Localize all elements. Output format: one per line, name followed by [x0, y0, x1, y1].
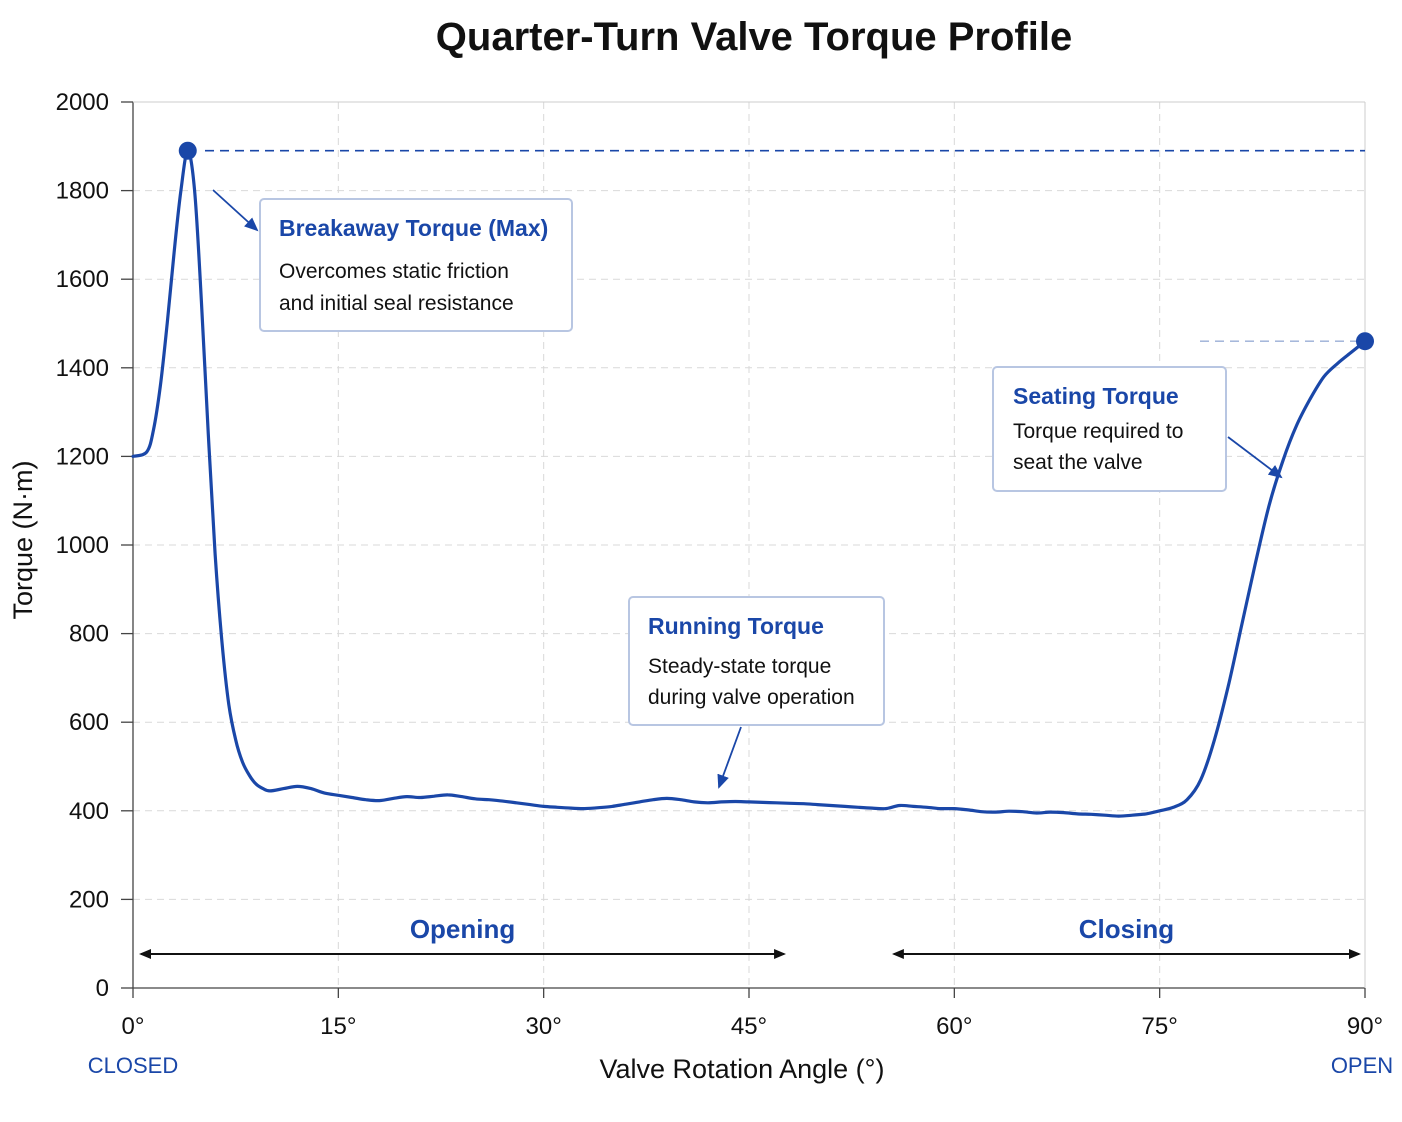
running-arrow: [717, 726, 742, 789]
y-tick-label: 600: [69, 709, 109, 736]
seating-arrow: [1227, 436, 1283, 479]
seating-line-2: seat the valve: [1013, 451, 1143, 474]
breakaway-line-1: Overcomes static friction: [279, 260, 509, 283]
breakaway-box: [259, 198, 573, 332]
y-ticks: 0 200 400 600 800 1000 1200 1400 1600 1800 2000: [56, 89, 133, 1002]
seating-box: [992, 366, 1227, 492]
seating-title: Seating Torque: [1013, 383, 1179, 409]
x-tick-label: 30°: [526, 1013, 562, 1040]
y-tick-label: 200: [69, 886, 109, 913]
y-tick-label: 400: [69, 798, 109, 825]
phase-label-opening: Opening: [410, 914, 515, 944]
x-tick-label: 0°: [122, 1013, 145, 1040]
y-tick-label: 0: [96, 975, 109, 1002]
seating-annotation: Seating Torque Torque required to seat t…: [992, 366, 1283, 492]
x-tick-label: 45°: [731, 1013, 767, 1040]
y-tick-label: 2000: [56, 89, 109, 116]
x-axis-label: Valve Rotation Angle (°): [600, 1054, 885, 1084]
breakaway-annotation: Breakaway Torque (Max) Overcomes static …: [212, 189, 573, 332]
chart-title: Quarter-Turn Valve Torque Profile: [436, 15, 1072, 59]
y-tick-label: 800: [69, 621, 109, 648]
y-tick-label: 1200: [56, 443, 109, 470]
torque-series-line: [131, 149, 1367, 818]
breakaway-title: Breakaway Torque (Max): [279, 215, 548, 241]
running-line-1: Steady-state torque: [648, 655, 831, 678]
breakaway-arrow: [212, 189, 259, 232]
x-tick-label: 90°: [1347, 1013, 1383, 1040]
x-ticks: 0° 15° 30° 45° 60° 75° 90°: [122, 988, 1383, 1040]
seating-line-1: Torque required to: [1013, 420, 1183, 443]
breakaway-point: [178, 141, 197, 160]
x-tick-label: 15°: [320, 1013, 356, 1040]
y-tick-label: 1800: [56, 178, 109, 205]
running-annotation: Running Torque Steady-state torque durin…: [628, 596, 885, 789]
y-axis-label: Torque (N·m): [8, 460, 38, 619]
key-points: [178, 141, 1374, 351]
running-box: [628, 596, 885, 726]
breakaway-line-2: and initial seal resistance: [279, 292, 514, 315]
x-tick-label: 60°: [936, 1013, 972, 1040]
y-tick-label: 1400: [56, 355, 109, 382]
phase-indicators: Opening Closing: [139, 914, 1361, 959]
seating-point: [1356, 332, 1374, 351]
phase-label-closing: Closing: [1079, 914, 1174, 944]
x-tick-label: 75°: [1142, 1013, 1178, 1040]
running-title: Running Torque: [648, 613, 824, 639]
closed-label: CLOSED: [88, 1053, 178, 1078]
y-tick-label: 1600: [56, 266, 109, 293]
open-label: OPEN: [1331, 1053, 1393, 1078]
running-line-2: during valve operation: [648, 686, 855, 709]
y-tick-label: 1000: [56, 532, 109, 559]
